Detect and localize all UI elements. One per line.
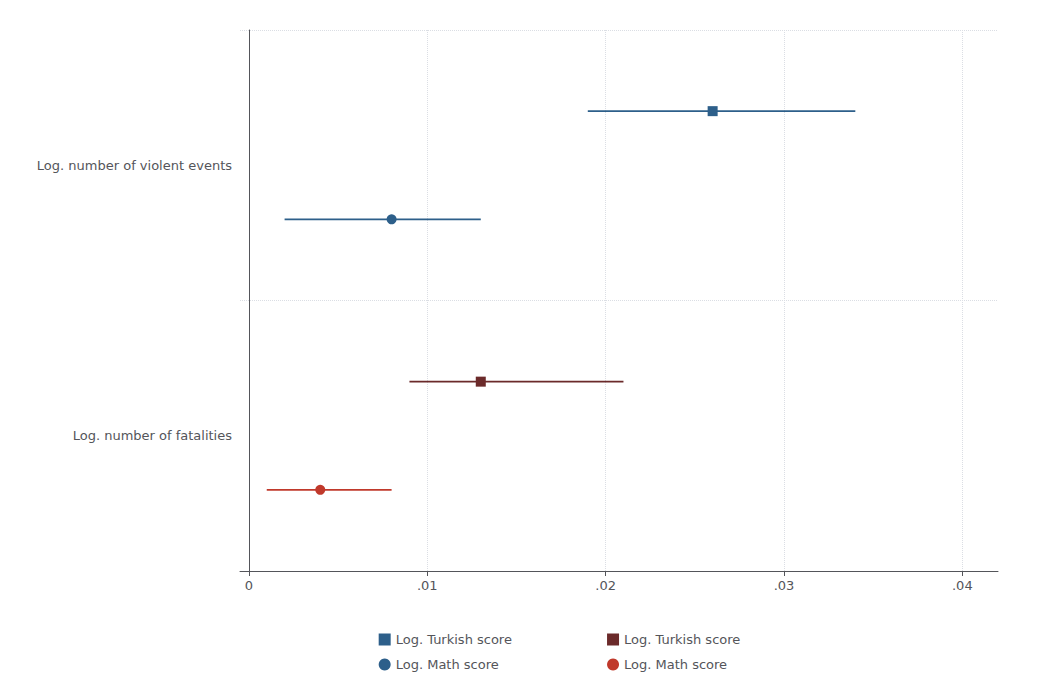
svg-text:Log. number of fatalities: Log. number of fatalities — [73, 428, 233, 443]
svg-text:Log. Turkish score: Log. Turkish score — [396, 632, 512, 647]
svg-text:.04: .04 — [952, 578, 973, 593]
svg-text:.02: .02 — [595, 578, 616, 593]
svg-text:.03: .03 — [774, 578, 795, 593]
svg-text:Log. Turkish score: Log. Turkish score — [624, 632, 740, 647]
svg-text:0: 0 — [245, 578, 253, 593]
svg-text:.01: .01 — [417, 578, 438, 593]
svg-text:Log. Math score: Log. Math score — [396, 657, 499, 672]
svg-text:Log. number of violent events: Log. number of violent events — [37, 158, 232, 173]
svg-text:Log. Math score: Log. Math score — [624, 657, 727, 672]
